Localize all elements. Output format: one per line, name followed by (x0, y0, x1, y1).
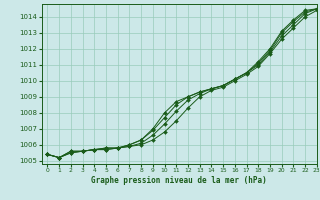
X-axis label: Graphe pression niveau de la mer (hPa): Graphe pression niveau de la mer (hPa) (91, 176, 267, 185)
